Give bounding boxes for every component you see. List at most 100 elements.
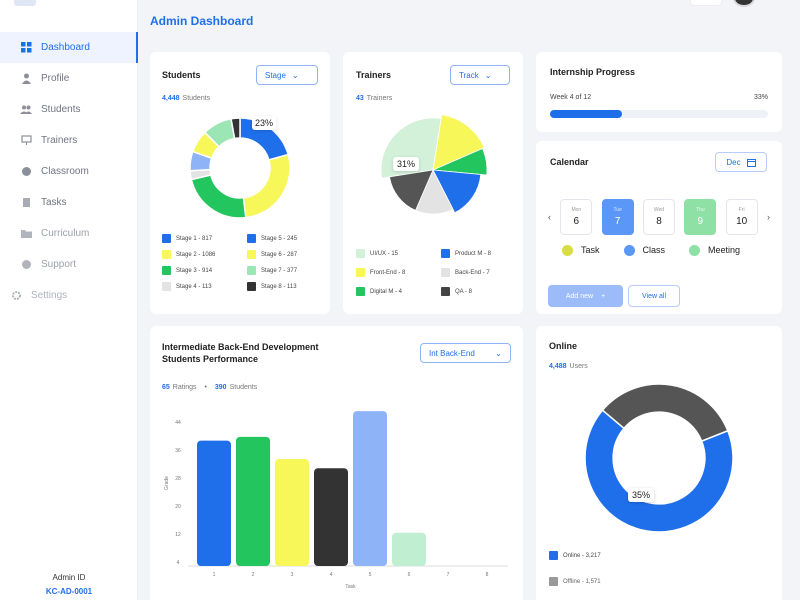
legend-swatch (549, 551, 558, 560)
students-dropdown[interactable]: Stage ⌄ (256, 65, 318, 85)
legend-label: Offline - 1,571 (563, 578, 601, 585)
legend-item: Stage 4 - 113 (162, 282, 237, 291)
view-all-button[interactable]: View all (628, 285, 680, 307)
pie-slice-digital-m (432, 148, 488, 176)
legend-item: Stage 7 - 377 (247, 266, 322, 275)
day-name: Mon (571, 207, 582, 213)
x-tick-label: 5 (369, 572, 372, 578)
sidebar-item-label: Tasks (41, 197, 67, 208)
pie-slice-stage-2 (242, 153, 291, 219)
prev-arrow-icon[interactable]: ‹ (548, 212, 551, 222)
legend-task: Task (562, 245, 600, 257)
trainers-callout: 31% (393, 157, 420, 171)
y-axis-label: Grade (164, 476, 170, 490)
bar-task-1 (197, 440, 231, 566)
legend-item: Stage 8 - 113 (247, 282, 322, 291)
legend-label: Back-End - 7 (455, 269, 490, 276)
legend-class: Class (623, 245, 665, 257)
sidebar-item-trainers[interactable]: Trainers (0, 125, 138, 156)
students-count-label: Students (182, 95, 211, 102)
sidebar-item-tasks[interactable]: Tasks (0, 187, 138, 218)
students-card: Students Stage ⌄ 4,448 Students 23% Stage… (150, 52, 330, 314)
y-tick-label: 36 (175, 448, 181, 454)
legend-swatch (549, 577, 558, 586)
trainers-title: Trainers (356, 70, 392, 80)
students-title: Students (162, 70, 201, 80)
online-title: Online (549, 341, 578, 351)
legend-label: Digital M - 4 (370, 288, 403, 295)
folder-icon (20, 228, 32, 240)
bar-task-6 (392, 532, 426, 566)
avatar[interactable] (733, 0, 755, 7)
legend-swatch (247, 282, 256, 291)
legend-meeting: Meeting (689, 245, 741, 257)
sidebar-item-classroom[interactable]: Classroom (0, 156, 138, 187)
sidebar-item-label: Curriculum (41, 228, 90, 239)
legend-swatch (247, 250, 256, 259)
y-tick-label: 12 (175, 532, 181, 538)
sidebar-item-students[interactable]: Students (0, 94, 138, 125)
sidebar-item-label: Classroom (41, 166, 89, 177)
legend-label: Meeting (708, 245, 741, 255)
add-new-button[interactable]: Add new + (548, 285, 623, 307)
sidebar-item-curriculum[interactable]: Curriculum (0, 218, 138, 249)
legend-swatch (441, 249, 450, 258)
legend-item: Product M - 8 (441, 249, 516, 258)
trainers-dropdown[interactable]: Track ⌄ (450, 65, 510, 85)
day-number: 9 (697, 216, 704, 227)
meeting-dot-icon (689, 245, 701, 257)
gear-icon (10, 290, 22, 302)
online-count-label: Users (569, 363, 588, 370)
chevron-down-icon: ⌄ (291, 70, 299, 80)
class-dot-icon (623, 245, 635, 257)
internship-progress-fill (550, 110, 622, 118)
internship-progress-bar (550, 110, 768, 118)
legend-label: Stage 1 - 817 (176, 235, 213, 242)
legend-label: Stage 3 - 914 (176, 267, 213, 274)
pie-slice-product-m (432, 169, 482, 214)
sidebar-item-label: Settings (31, 290, 68, 301)
calendar-day[interactable]: Mon 6 (560, 199, 593, 235)
sidebar-item-label: Trainers (41, 135, 78, 146)
internship-title: Internship Progress (550, 67, 636, 77)
sidebar-item-settings[interactable]: Settings (0, 280, 138, 311)
students-count: 4,448 Students (162, 95, 210, 102)
sidebar-item-label: Students (41, 104, 81, 115)
ratings-label: Ratings (172, 384, 197, 391)
sidebar-item-dashboard[interactable]: Dashboard (0, 32, 138, 63)
online-legend-offline: Offline - 1,571 (549, 577, 601, 586)
next-arrow-icon[interactable]: › (766, 212, 770, 222)
day-number: 7 (614, 216, 621, 227)
online-legend-online: Online - 3,217 (549, 551, 601, 560)
calendar-day[interactable]: Thu 9 (684, 199, 717, 235)
legend-swatch (162, 250, 171, 259)
legend-label: Stage 8 - 113 (261, 283, 297, 290)
sidebar-item-label: Profile (41, 73, 70, 84)
legend-label: Stage 5 - 245 (261, 235, 298, 242)
legend-label: UI/UX - 15 (370, 250, 399, 257)
sidebar-item-support[interactable]: Support (0, 249, 138, 280)
legend-item: Stage 6 - 287 (247, 250, 322, 259)
calendar-day[interactable]: Wed 8 (642, 199, 675, 235)
legend-item: Stage 5 - 245 (247, 234, 322, 243)
legend-label: Task (581, 245, 600, 255)
calendar-day[interactable]: Fri 10 (725, 199, 758, 235)
sidebar-item-profile[interactable]: Profile (0, 63, 138, 94)
performance-dropdown[interactable]: Int Back-End ⌄ (420, 343, 511, 363)
calendar-month-dropdown[interactable]: Dec (715, 152, 767, 172)
students-legend: Stage 1 - 817 Stage 5 - 245 Stage 2 - 1086… (162, 234, 322, 291)
students-dropdown-label: Stage (265, 70, 286, 80)
legend-swatch (247, 266, 256, 275)
calendar-day[interactable]: Tue 7 (601, 199, 634, 235)
calendar-month-label: Dec (726, 157, 741, 167)
clipboard-icon (20, 197, 32, 209)
calendar-card: Calendar Dec ‹ Mon 6 Tue 7 Wed 8 Thu 9 Fri 10… (536, 141, 782, 314)
classroom-icon (20, 166, 32, 178)
legend-item: Front-End - 8 (356, 268, 431, 277)
online-count: 4,488 Users (549, 363, 588, 370)
support-icon (20, 259, 32, 271)
x-tick-label: 8 (486, 572, 489, 578)
legend-label: Online - 3,217 (563, 552, 601, 559)
header-button[interactable] (690, 0, 722, 6)
